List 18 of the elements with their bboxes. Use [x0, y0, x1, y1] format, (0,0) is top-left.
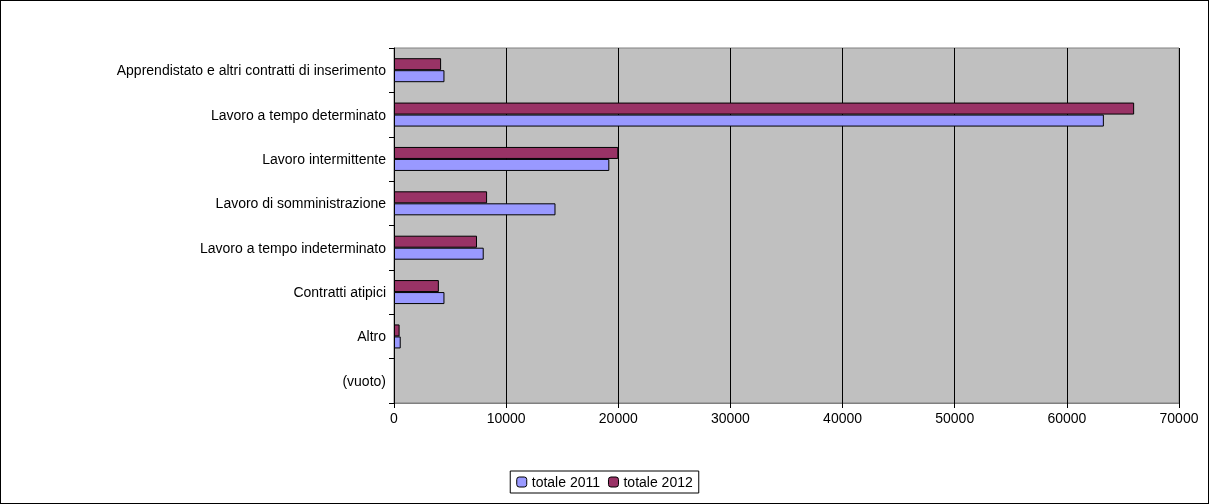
y-tick-label: Contratti atipici [293, 284, 386, 301]
x-tick-label: 60000 [1047, 410, 1087, 426]
x-tick-label: 20000 [598, 410, 638, 426]
x-tick-label: 50000 [935, 410, 975, 426]
y-tick-label: Lavoro intermittente [262, 150, 387, 167]
x-tick-label: 70000 [1159, 410, 1199, 426]
x-tick-label: 40000 [823, 410, 863, 426]
x-tick-label: 0 [390, 410, 399, 426]
y-tick-label: (vuoto) [342, 372, 386, 389]
y-tick-label: Lavoro a tempo determinato [210, 106, 387, 123]
x-tick-label: 30000 [710, 410, 751, 426]
x-tick-label: 10000 [486, 410, 526, 426]
legend-label: totale 2012 [623, 474, 693, 490]
y-tick-label: Altro [357, 328, 387, 345]
y-tick-label: Lavoro di somministrazione [215, 195, 387, 212]
y-tick-label: Apprendistato e altri contratti di inserimento [116, 62, 387, 79]
y-tick-label: Lavoro a tempo indeterminato [200, 239, 387, 256]
legend-label: totale 2011 [531, 474, 601, 490]
